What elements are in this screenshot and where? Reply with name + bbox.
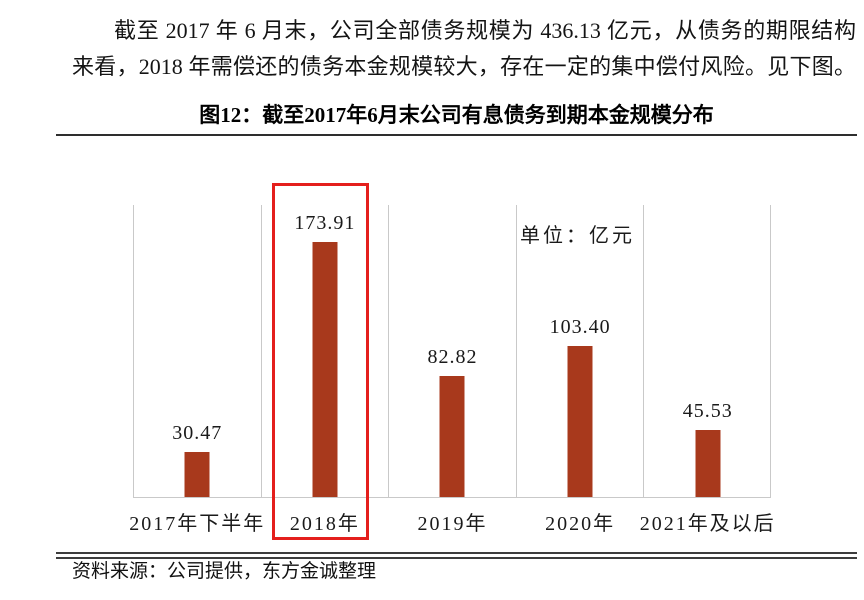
footer-divider <box>56 552 857 559</box>
chart-plot-area: 30.47 2017年下半年 173.91 2018年 82.82 2019年 103.40… <box>129 205 774 535</box>
x-axis-label: 2021年及以后 <box>639 513 776 535</box>
highlight-box-2018 <box>272 183 370 540</box>
bar <box>567 345 593 497</box>
x-axis-label: 2020年 <box>545 513 616 535</box>
chart-column: 103.40 2020年 <box>515 205 644 535</box>
paragraph-line-1: 截至 2017 年 6 月末，公司全部债务规模为 436.13 亿元，从债务的期… <box>114 18 856 43</box>
x-axis-label: 2018年 <box>289 513 360 535</box>
figure-title-divider <box>56 134 857 136</box>
paragraph-line-2: 来看，2018 年需偿还的债务本金规模较大，存在一定的集中偿付风险。见下图。 <box>72 54 856 79</box>
chart-column: 30.47 2017年下半年 <box>129 205 263 535</box>
chart-column: 82.82 2019年 <box>388 205 516 535</box>
bar <box>439 375 465 497</box>
bar-value-label: 45.53 <box>682 400 733 423</box>
x-axis-label: 2017年下半年 <box>129 513 266 535</box>
bar <box>312 242 338 497</box>
unit-label: 单位：亿元 <box>520 225 635 247</box>
bar-value-label: 103.40 <box>549 315 611 338</box>
chart-column: 45.53 2021年及以后 <box>640 205 774 535</box>
chart-column: 173.91 2018年 <box>260 205 389 535</box>
bar-value-label: 82.82 <box>427 345 478 368</box>
source-note: 资料来源：公司提供，东方金诚整理 <box>72 561 377 582</box>
bar <box>184 452 210 497</box>
bar-value-label: 173.91 <box>294 212 356 235</box>
bar-value-label: 30.47 <box>172 422 223 445</box>
x-axis-label: 2019年 <box>417 513 488 535</box>
figure-title: 图12：截至2017年6月末公司有息债务到期本金规模分布 <box>199 103 714 127</box>
bar <box>695 430 721 497</box>
